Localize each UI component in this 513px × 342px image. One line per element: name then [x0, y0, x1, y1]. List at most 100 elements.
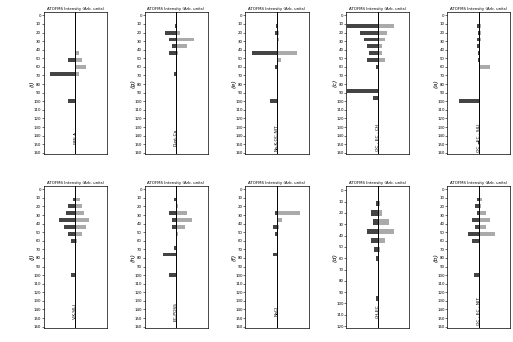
Bar — [472, 239, 479, 243]
Bar — [270, 99, 277, 103]
Bar — [479, 44, 480, 48]
Text: (e): (e) — [232, 79, 236, 88]
Bar — [75, 205, 82, 208]
Text: Na-K-OC-NIT: Na-K-OC-NIT — [275, 124, 279, 151]
Bar — [75, 51, 79, 55]
Text: LBN-A: LBN-A — [73, 131, 77, 144]
X-axis label: ATOFMS Intensity (Arb. units): ATOFMS Intensity (Arb. units) — [147, 181, 205, 185]
Text: Dust-Ca: Dust-Ca — [174, 129, 178, 146]
Bar — [75, 232, 82, 236]
Text: CH-EC: CH-EC — [376, 304, 380, 318]
Bar — [378, 24, 393, 28]
Text: (a): (a) — [433, 79, 439, 88]
Bar — [174, 72, 176, 76]
Bar — [75, 218, 89, 222]
Bar — [479, 211, 486, 215]
Text: (f): (f) — [232, 253, 236, 261]
Bar — [176, 31, 180, 35]
Bar — [169, 51, 176, 55]
Bar — [68, 232, 75, 236]
X-axis label: ATOFMS Intensity (Arb. units): ATOFMS Intensity (Arb. units) — [349, 7, 407, 11]
X-axis label: ATOFMS Intensity (Arb. units): ATOFMS Intensity (Arb. units) — [349, 181, 407, 185]
Bar — [75, 65, 86, 69]
Text: EC-POSS: EC-POSS — [174, 302, 178, 321]
Bar — [71, 239, 75, 243]
Bar — [371, 210, 378, 215]
Bar — [176, 38, 194, 41]
Bar — [71, 273, 75, 277]
Bar — [64, 225, 75, 229]
Bar — [75, 211, 84, 215]
Bar — [479, 51, 480, 55]
Bar — [373, 220, 378, 225]
Bar — [176, 51, 179, 55]
Bar — [477, 44, 479, 48]
Text: NaCl: NaCl — [275, 306, 279, 316]
Bar — [475, 273, 479, 277]
Bar — [376, 201, 378, 207]
Bar — [75, 239, 77, 243]
Text: (g): (g) — [131, 79, 136, 88]
Bar — [163, 252, 176, 256]
Bar — [275, 24, 277, 28]
Bar — [169, 211, 176, 215]
Bar — [171, 218, 176, 222]
X-axis label: ATOFMS Intensity (Arb. units): ATOFMS Intensity (Arb. units) — [248, 181, 306, 185]
Bar — [479, 198, 483, 201]
Bar — [50, 72, 75, 76]
Bar — [376, 256, 378, 261]
Bar — [367, 58, 378, 62]
X-axis label: ATOFMS Intensity (Arb. units): ATOFMS Intensity (Arb. units) — [248, 7, 306, 11]
Bar — [378, 228, 393, 234]
Bar — [277, 58, 281, 62]
Bar — [346, 24, 378, 28]
Bar — [360, 31, 378, 35]
Bar — [176, 225, 185, 229]
X-axis label: ATOFMS Intensity (Arb. units): ATOFMS Intensity (Arb. units) — [47, 181, 104, 185]
Bar — [479, 225, 486, 229]
Bar — [66, 211, 75, 215]
Bar — [277, 211, 300, 215]
Bar — [479, 232, 495, 236]
Bar — [378, 238, 385, 243]
Bar — [169, 38, 176, 41]
Bar — [75, 225, 86, 229]
Bar — [468, 232, 479, 236]
Bar — [169, 273, 176, 277]
Bar — [479, 72, 480, 76]
Bar — [378, 38, 385, 41]
Bar — [479, 205, 481, 208]
X-axis label: ATOFMS Intensity (Arb. units): ATOFMS Intensity (Arb. units) — [47, 7, 104, 11]
Bar — [459, 99, 479, 103]
Bar — [479, 38, 481, 41]
Bar — [472, 218, 479, 222]
Bar — [374, 247, 378, 252]
Text: (h): (h) — [131, 253, 136, 262]
Bar — [252, 51, 277, 55]
Bar — [378, 247, 380, 252]
Bar — [478, 51, 479, 55]
Text: OC - EC - SILI: OC - EC - SILI — [477, 123, 481, 152]
Bar — [176, 44, 187, 48]
Bar — [75, 198, 80, 201]
Bar — [479, 218, 490, 222]
Bar — [176, 205, 179, 208]
Bar — [165, 31, 176, 35]
Bar — [174, 198, 176, 201]
Bar — [478, 58, 479, 62]
Bar — [175, 24, 176, 28]
Bar — [477, 38, 479, 41]
Bar — [272, 252, 277, 256]
Bar — [277, 51, 298, 55]
Bar — [68, 99, 75, 103]
Bar — [479, 24, 481, 28]
Bar — [477, 198, 479, 201]
Bar — [475, 205, 479, 208]
Text: (b): (b) — [433, 253, 439, 262]
Bar — [275, 65, 277, 69]
Bar — [275, 211, 277, 215]
Bar — [477, 24, 479, 28]
Bar — [75, 58, 82, 62]
Text: (d): (d) — [332, 253, 338, 262]
Bar — [176, 211, 187, 215]
